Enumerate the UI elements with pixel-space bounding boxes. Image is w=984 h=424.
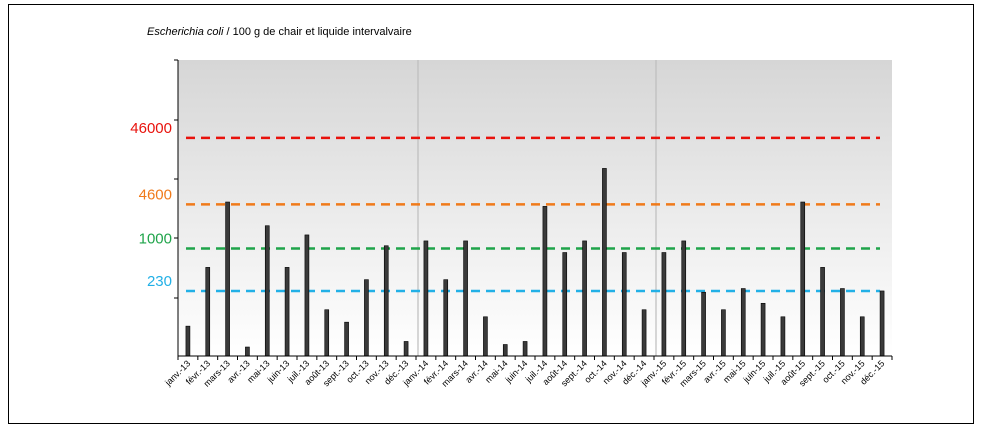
bar bbox=[840, 288, 845, 357]
bar bbox=[879, 290, 885, 357]
bar bbox=[304, 234, 310, 357]
chart-title-organism: Escherichia coli bbox=[147, 26, 224, 38]
bar bbox=[661, 252, 667, 357]
x-tick-labels: janv.-13févr.-13mars-13avr.-13mai-13juin… bbox=[162, 358, 886, 388]
reference-label: 230 bbox=[147, 273, 172, 290]
bar bbox=[245, 346, 250, 357]
bar bbox=[185, 325, 191, 357]
bar bbox=[463, 240, 468, 357]
bar bbox=[225, 201, 230, 357]
bar bbox=[621, 252, 627, 357]
bar bbox=[284, 267, 290, 357]
x-tick-label: juin-15 bbox=[741, 358, 768, 385]
plot-area bbox=[178, 60, 892, 356]
x-tick-label: juin-14 bbox=[503, 358, 530, 385]
bar bbox=[522, 341, 528, 357]
bar bbox=[701, 291, 706, 357]
axes bbox=[174, 59, 893, 360]
bar bbox=[562, 252, 568, 357]
bar bbox=[324, 309, 330, 357]
bar bbox=[383, 245, 389, 357]
bar bbox=[820, 267, 825, 357]
bar bbox=[344, 321, 349, 357]
bar bbox=[364, 279, 369, 357]
chart-title-unit: / 100 g de chair et liquide intervalvair… bbox=[223, 26, 412, 38]
bar bbox=[423, 240, 429, 357]
bar bbox=[582, 240, 587, 357]
bar bbox=[641, 309, 647, 357]
bar bbox=[542, 206, 548, 357]
bar bbox=[443, 279, 449, 357]
bar bbox=[264, 225, 270, 357]
bar bbox=[859, 316, 865, 357]
reference-label: 4600 bbox=[139, 186, 172, 203]
year-dividers bbox=[417, 60, 657, 356]
bar bbox=[800, 201, 806, 357]
plot-background bbox=[178, 60, 892, 356]
reference-label: 1000 bbox=[139, 231, 172, 248]
bar-chart: 46000 4600 1000 230 janv.-13févr.-13mars-13… bbox=[130, 59, 893, 389]
bar bbox=[681, 240, 687, 357]
bar bbox=[760, 302, 766, 357]
bar bbox=[721, 309, 726, 357]
bar bbox=[780, 316, 786, 357]
bar bbox=[502, 344, 508, 357]
bar bbox=[602, 168, 607, 357]
bar bbox=[403, 341, 409, 357]
bar bbox=[740, 288, 746, 357]
bar bbox=[483, 316, 488, 357]
bar-series bbox=[185, 168, 885, 357]
x-tick-label: juin-13 bbox=[265, 358, 292, 385]
bar bbox=[205, 267, 211, 357]
chart-title: Escherichia coli / 100 g de chair et liq… bbox=[147, 26, 412, 38]
reference-label: 46000 bbox=[130, 120, 172, 137]
reference-lines: 46000 4600 1000 230 bbox=[130, 120, 880, 293]
